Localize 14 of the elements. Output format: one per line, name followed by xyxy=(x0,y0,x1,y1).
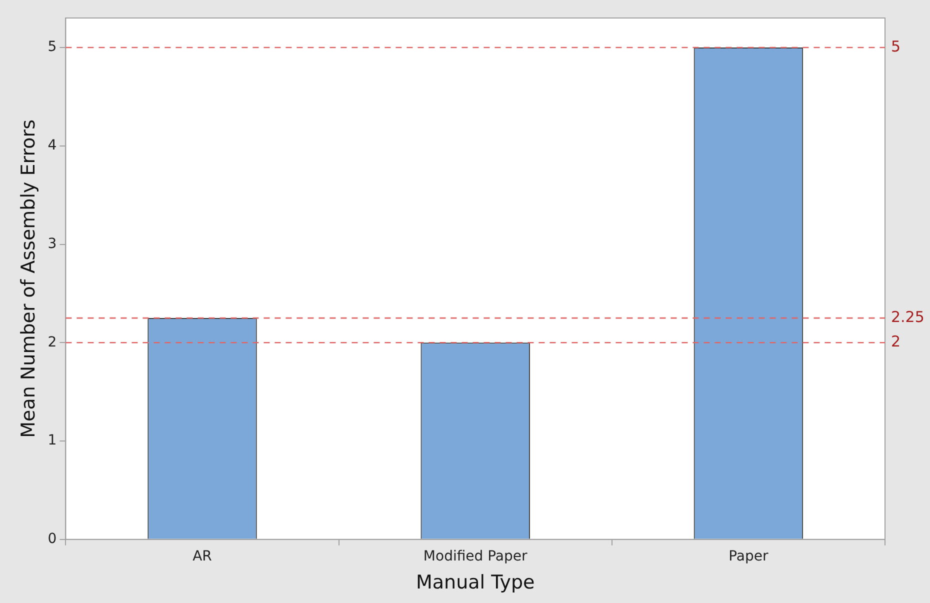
x-tick-label: Modified Paper xyxy=(423,548,528,564)
y-tick-label: 2 xyxy=(48,334,57,350)
x-tick-label: Paper xyxy=(728,548,769,564)
y-tick-label: 4 xyxy=(48,138,57,154)
y-tick-label: 0 xyxy=(48,531,57,548)
y-tick-label: 1 xyxy=(48,432,57,449)
ref-line-label: 2.25 xyxy=(891,308,924,326)
y-tick-label: 3 xyxy=(48,236,57,252)
ref-line-label: 2 xyxy=(891,332,901,351)
y-tick-label: 5 xyxy=(48,39,57,56)
x-axis-title: Manual Type xyxy=(416,572,535,594)
x-tick-label: AR xyxy=(192,548,212,564)
ref-line-label: 5 xyxy=(891,37,901,56)
y-axis-title: Mean Number of Assembly Errors xyxy=(17,120,40,438)
